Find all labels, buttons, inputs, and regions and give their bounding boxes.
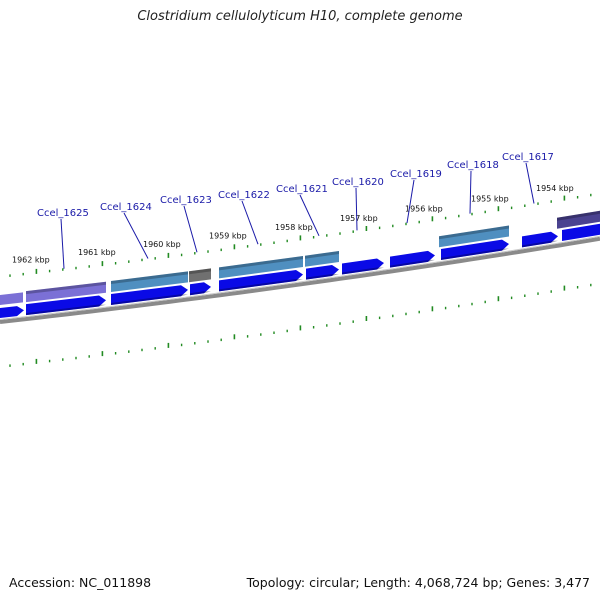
cog-block-Ccel_1621 [305,251,339,267]
genome-backbone-highlight [0,235,600,320]
gene-label-Ccel_1620: Ccel_1620 [332,177,384,188]
cog-block-edge [111,271,188,284]
map-title: Clostridium cellulolyticum H10, complete… [137,9,463,24]
kbp-label: 1961 kbp [78,248,116,257]
gene-label-Ccel_1624: Ccel_1624 [100,202,152,213]
kbp-label: 1957 kbp [340,214,378,223]
gene-leader-line [469,170,472,214]
kbp-label: 1958 kbp [275,223,313,232]
cog-block-Ccel_1624 [111,271,188,292]
orf-arrow-Ccel_1619 [390,250,435,268]
inner-ruler-ticks [9,283,592,367]
genome-summary-text: Topology: circular; Length: 4,068,724 bp… [246,575,590,590]
orf-arrow-Ccel_1623 [190,282,211,296]
gene-label-Ccel_1623: Ccel_1623 [160,195,212,206]
gene-label-Ccel_1625: Ccel_1625 [37,208,89,219]
orf-arrow-Ccel_1620 [342,258,384,275]
orf-arrow-shadow [190,291,211,296]
gene-leader-line [355,187,358,231]
orf-arrow-partial [0,306,24,318]
orf-arrow-Ccel_1617 [522,231,558,248]
gene-leader-line [183,205,198,253]
orf-arrow-Ccel_1621 [306,265,339,280]
orf-arrow-shadow [306,274,339,280]
orf-arrow-shadow [342,267,384,275]
gene-label-Ccel_1622: Ccel_1622 [218,190,270,201]
cog-block-Ccel_1625 [26,281,106,303]
cog-block-partial [0,292,23,305]
kbp-label: 1956 kbp [405,204,443,213]
gene-leader-line [299,194,320,237]
accession-text: Accession: NC_011898 [9,575,152,590]
gene-label-Ccel_1621: Ccel_1621 [276,184,328,195]
cog-block-edge [305,251,339,259]
gene-label-Ccel_1618: Ccel_1618 [447,160,499,171]
cog-block-edge [219,256,303,271]
orf-arrow-shadow [111,294,188,305]
cog-block-Ccel_1617 [557,210,600,229]
kbp-label: 1955 kbp [471,194,509,203]
gene-leader-line [241,200,259,245]
orf-arrow-partial-right [562,223,600,241]
kbp-label: 1960 kbp [143,240,181,249]
orf-arrow-shadow [219,279,303,292]
cog-block-edge [557,210,600,221]
outer-ruler-ticks [9,193,592,277]
orf-arrow-Ccel_1618 [441,239,509,260]
genome-backbone [0,236,600,324]
kbp-label: 1954 kbp [536,184,574,193]
gene-leader-line [406,179,415,224]
cog-block-edge [439,225,509,240]
kbp-label: 1959 kbp [209,232,247,241]
orf-arrow-shadow [441,248,509,260]
orf-arrow-shadow [26,304,106,316]
cog-block-edge [26,281,106,295]
orf-arrow-shadow [522,240,558,248]
orf-arrow-Ccel_1624 [111,285,188,305]
cog-block-edge [189,268,211,275]
kbp-label: 1962 kbp [12,256,50,265]
cog-block-Ccel_1618 [439,225,509,248]
orf-arrow-shadow [390,259,435,268]
gene-leader-line [123,212,149,259]
cog-block-Ccel_1622 [219,256,303,279]
gene-label-Ccel_1619: Ccel_1619 [390,169,442,180]
cog-block-Ccel_1623 [189,268,211,283]
gene-leader-line [60,218,65,269]
gene-label-Ccel_1617: Ccel_1617 [502,152,554,163]
orf-arrow-Ccel_1622 [219,270,303,292]
gene-leader-line [525,162,535,204]
orf-arrow-Ccel_1625 [26,295,106,316]
